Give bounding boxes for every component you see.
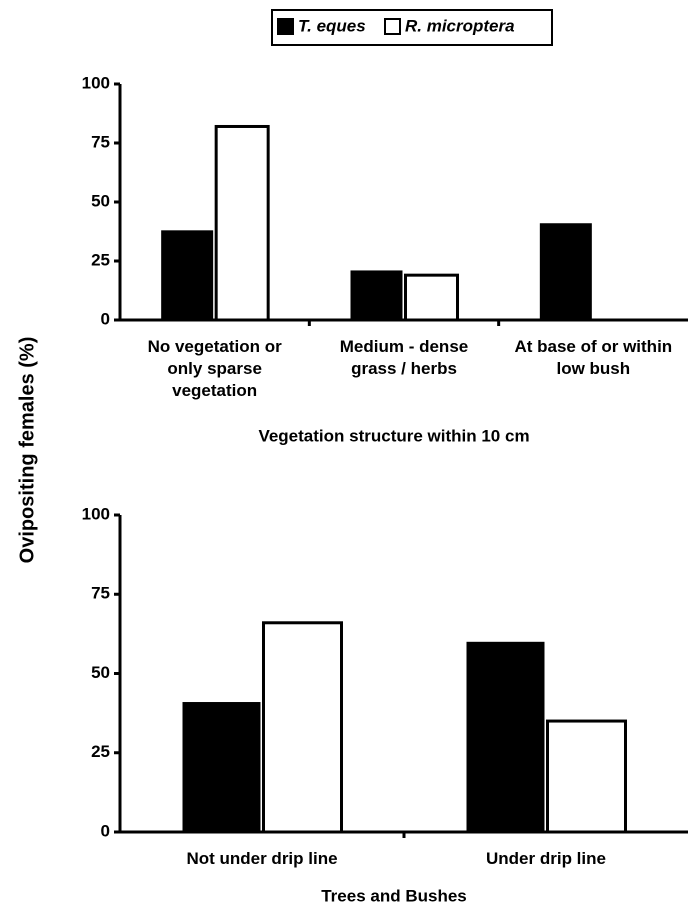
legend-label: R. microptera [405, 16, 515, 35]
bar [262, 621, 343, 834]
bar [546, 719, 627, 834]
bar [466, 641, 545, 832]
x-tick-label: Under drip line [486, 849, 606, 868]
y-tick-label: 25 [91, 250, 110, 269]
y-tick-label: 0 [101, 821, 110, 840]
bar [539, 223, 592, 320]
y-tick-label: 75 [91, 132, 110, 151]
y-tick-label: 75 [91, 584, 110, 603]
bar [214, 124, 270, 322]
bar [182, 702, 261, 832]
x-tick-label: Not under drip line [186, 849, 337, 868]
x-tick-label: Medium - dense grass / herbs [340, 337, 468, 378]
x-axis-label: Trees and Bushes [321, 886, 467, 905]
y-tick-label: 25 [91, 742, 110, 761]
x-tick-label: No vegetation or only sparse vegetation [148, 337, 283, 400]
y-tick-label: 50 [91, 191, 110, 210]
bar [161, 230, 214, 320]
legend-label: T. eques [298, 16, 366, 35]
y-tick-label: 100 [82, 73, 110, 92]
y-tick-label: 0 [101, 309, 110, 328]
bar [404, 273, 459, 322]
x-axis-label: Vegetation structure within 10 cm [258, 426, 529, 445]
legend-swatch [277, 18, 294, 35]
y-tick-label: 50 [91, 663, 110, 682]
y-tick-label: 100 [82, 504, 110, 523]
y-axis-label: Ovipositing females (%) [16, 337, 38, 564]
legend-swatch [384, 18, 401, 35]
legend-box [271, 9, 553, 46]
bar [350, 270, 403, 320]
x-tick-label: At base of or within low bush [514, 337, 672, 378]
